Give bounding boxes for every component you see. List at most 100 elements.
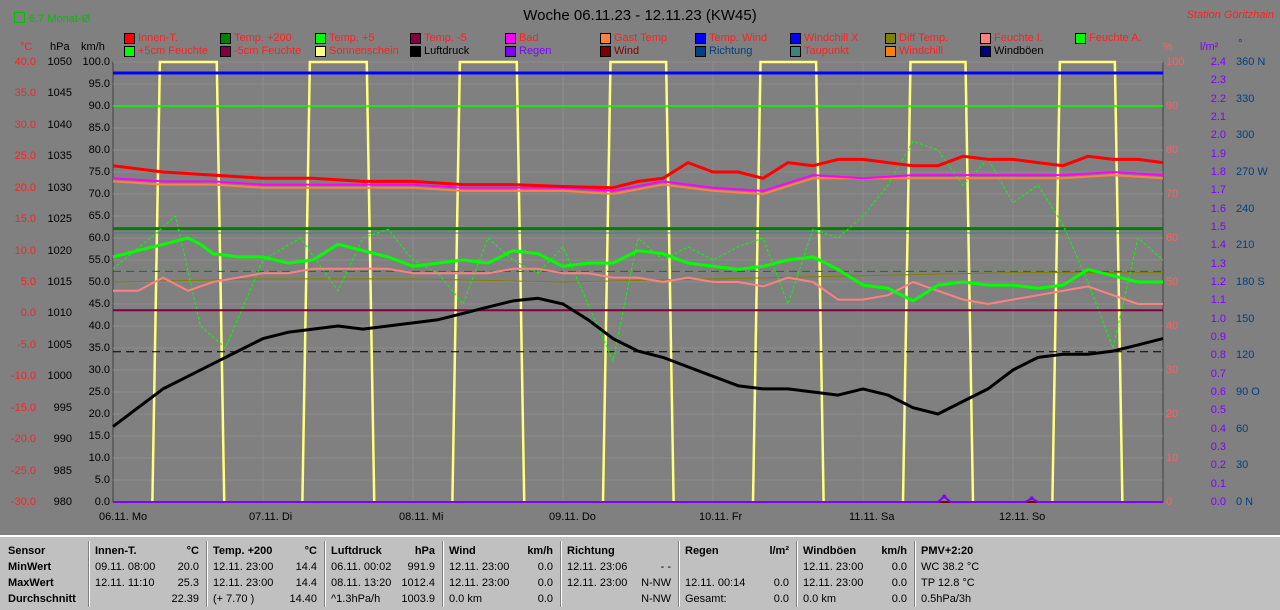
hpa-tick-label: 1040 xyxy=(47,118,72,131)
station-name: Station Göritzhain xyxy=(1186,9,1274,21)
day-label: 09.11. Do xyxy=(549,511,596,523)
stats-max-value: 0.0 xyxy=(891,577,907,589)
legend-swatch xyxy=(600,46,611,57)
day-label: 11.11. Sa xyxy=(849,511,895,523)
stats-column: Regen l/m² 12.11. 00:14 0.0 Gesamt: 0.0 xyxy=(678,541,795,607)
direction-tick-label: 30 xyxy=(1236,459,1249,472)
rain-tick-label: 1.2 xyxy=(1210,276,1226,288)
rain-tick-label: 1.5 xyxy=(1210,221,1226,233)
series-regen-line xyxy=(113,495,1163,503)
legend-swatch xyxy=(124,33,135,44)
day-label: 12.11. So xyxy=(999,511,1046,523)
unit-percent: % xyxy=(1163,41,1173,53)
stats-unit: °C xyxy=(304,545,317,557)
kmh-tick-label: 45.0 xyxy=(88,298,110,310)
direction-tick-label: 210 xyxy=(1236,239,1255,252)
stats-panel: Sensor MinWert MaxWert Durchschnitt Inne… xyxy=(0,535,1280,610)
stats-title: Regen xyxy=(685,545,719,557)
monthly-box-icon xyxy=(14,12,25,23)
percent-tick-label: 80 xyxy=(1166,144,1179,156)
stats-title: Windböen xyxy=(803,545,857,557)
legend-swatch xyxy=(410,33,421,44)
legend-label: Diff Temp. xyxy=(899,32,949,44)
day-label: 07.11. Di xyxy=(249,511,293,523)
celsius-tick-label: 40.0 xyxy=(14,56,36,68)
stats-min-date: WC 38.2 °C xyxy=(921,561,980,573)
direction-tick-label: 90 O xyxy=(1236,386,1260,398)
rain-point xyxy=(942,494,947,499)
percent-tick-label: 70 xyxy=(1166,188,1179,200)
legend-swatch xyxy=(885,33,896,44)
legend-label: Bad xyxy=(519,32,539,44)
stats-min-value: 14.4 xyxy=(295,561,317,573)
rain-tick-label: 2.0 xyxy=(1210,129,1226,142)
legend-swatch xyxy=(980,33,991,44)
kmh-tick-label: 80.0 xyxy=(88,144,110,156)
row-label-max: MaxWert xyxy=(8,577,54,589)
legend-swatch xyxy=(505,33,516,44)
percent-tick-label: 100 xyxy=(1166,56,1185,68)
stats-avg-value: 1003.9 xyxy=(401,593,435,605)
legend-swatch xyxy=(410,46,421,57)
celsius-tick-label: -20.0 xyxy=(10,433,36,446)
direction-tick-label: 270 W xyxy=(1236,166,1268,178)
legend-label: Temp. -5 xyxy=(424,32,467,44)
legend-swatch xyxy=(124,46,135,57)
legend-swatch xyxy=(600,33,611,44)
stats-avg-label: ^1.3hPa/h xyxy=(331,593,381,605)
unit-celsius: °C xyxy=(20,41,33,53)
rain-tick-label: 1.1 xyxy=(1210,294,1226,307)
percent-tick-label: 50 xyxy=(1166,276,1179,288)
hpa-tick-label: 1045 xyxy=(47,87,72,100)
hpa-tick-label: 1020 xyxy=(47,244,72,257)
celsius-tick-label: 5.0 xyxy=(20,276,36,288)
series-feuchte-a-line xyxy=(112,140,1164,362)
rain-tick-label: 2.2 xyxy=(1210,92,1226,105)
stats-avg-label: (+ 7.70 ) xyxy=(213,593,255,605)
stats-avg-label: 0.0 km xyxy=(803,593,837,605)
stats-min-date: 06.11. 00:02 xyxy=(331,561,392,573)
stats-max-date: 12.11. 23:00 xyxy=(567,577,628,589)
rain-tick-label: 2.4 xyxy=(1210,56,1226,68)
kmh-tick-label: 35.0 xyxy=(88,342,110,354)
chart-title: Woche 06.11.23 - 12.11.23 (KW45) xyxy=(523,7,757,24)
legend-swatch xyxy=(980,46,991,57)
percent-tick-label: 20 xyxy=(1166,408,1179,420)
legend-label: Luftdruck xyxy=(424,45,470,57)
rain-tick-label: 0.8 xyxy=(1210,349,1226,362)
percent-tick-label: 40 xyxy=(1166,320,1179,332)
celsius-tick-label: -30.0 xyxy=(10,496,36,508)
stats-avg-value: 0.0 xyxy=(537,593,553,605)
stats-avg-label: Gesamt: xyxy=(685,593,727,605)
rain-tick-label: 1.8 xyxy=(1210,166,1226,178)
legend-swatch xyxy=(695,46,706,57)
series-innen-t-line xyxy=(112,154,1164,190)
kmh-tick-label: 50.0 xyxy=(88,276,110,288)
legend-swatch xyxy=(505,46,516,57)
legend-swatch xyxy=(695,33,706,44)
day-label: 08.11. Mi xyxy=(399,511,444,523)
rain-tick-label: 1.7 xyxy=(1210,184,1226,197)
kmh-tick-label: 15.0 xyxy=(88,430,110,442)
legend-label: Gast Temp xyxy=(614,32,667,44)
percent-tick-label: 90 xyxy=(1166,100,1179,112)
hpa-tick-label: 980 xyxy=(53,496,72,508)
legend-label: Taupunkt xyxy=(804,45,849,57)
series-temp-5-line xyxy=(112,236,1163,303)
kmh-tick-label: 5.0 xyxy=(94,474,110,486)
stats-unit: km/h xyxy=(527,545,553,557)
series-gast-temp-line xyxy=(112,174,1164,195)
stats-min-value: 0.0 xyxy=(891,561,907,573)
sunshine-series-segment xyxy=(1051,60,1124,503)
stats-unit: °C xyxy=(186,545,199,557)
rain-tick-label: 0.0 xyxy=(1210,496,1226,508)
stats-min-date: 12.11. 23:00 xyxy=(449,561,510,573)
stats-column: PMV+2:20 WC 38.2 °C TP 12.8 °C 0.5hPa/3h xyxy=(914,541,1031,607)
stats-avg-label: 0.0 km xyxy=(449,593,483,605)
legend-label: Wind xyxy=(614,45,640,57)
legend-swatch xyxy=(885,46,896,57)
kmh-tick-label: 60.0 xyxy=(88,232,110,244)
kmh-tick-label: 55.0 xyxy=(88,254,110,266)
stats-min-date: 12.11. 23:00 xyxy=(803,561,864,573)
stats-avg-label: 0.5hPa/3h xyxy=(921,593,972,605)
